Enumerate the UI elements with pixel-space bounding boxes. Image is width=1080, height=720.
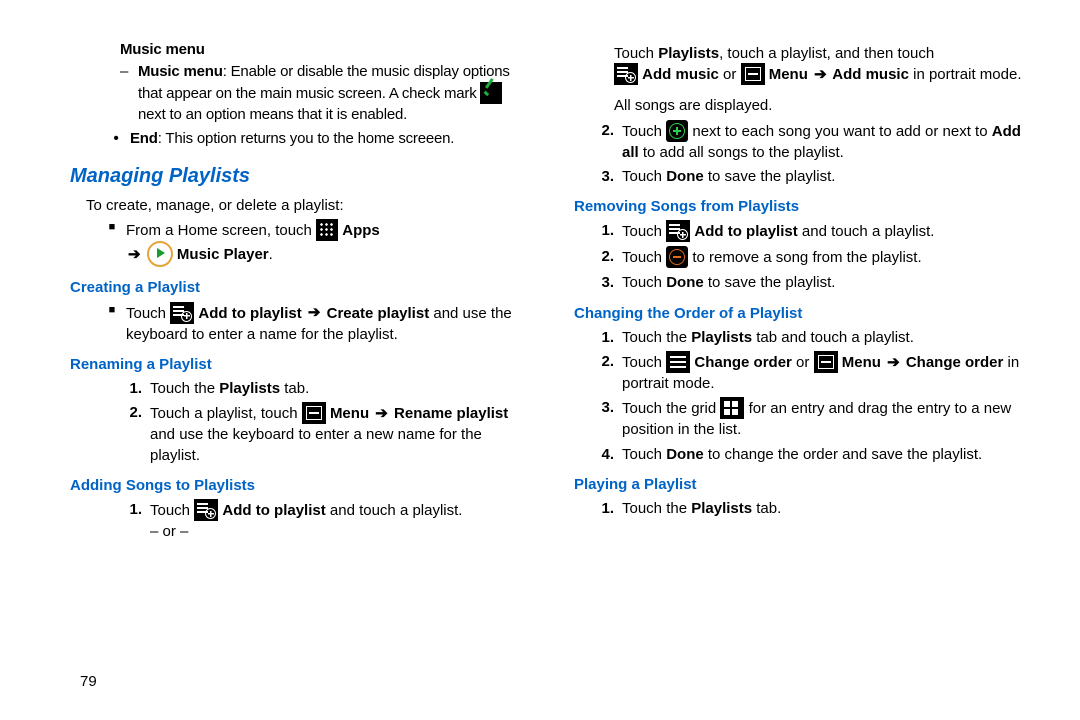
removing-songs-heading: Removing Songs from Playlists <box>574 197 1030 217</box>
music-player-icon <box>147 241 173 267</box>
managing-intro: To create, manage, or delete a playlist: <box>86 196 526 216</box>
music-menu-heading: Music menu <box>120 40 526 60</box>
renaming-step-2: 2. Touch a playlist, touch Menu ➔ Rename… <box>110 403 526 466</box>
adding-songs-heading: Adding Songs to Playlists <box>70 476 526 496</box>
adding-continued: Touch Playlists, touch a playlist, and t… <box>614 44 1030 86</box>
adding-step-3: 3. Touch Done to save the playlist. <box>582 167 1030 187</box>
menu-icon <box>741 63 765 85</box>
add-to-playlist-icon <box>614 63 638 85</box>
adding-step-2: 2. Touch next to each song you want to a… <box>582 121 1030 163</box>
managing-playlists-heading: Managing Playlists <box>70 163 526 190</box>
all-songs-displayed: All songs are displayed. <box>614 96 1030 116</box>
arrow-icon: ➔ <box>126 246 143 263</box>
circle-minus-icon <box>666 246 688 268</box>
renaming-playlist-heading: Renaming a Playlist <box>70 355 526 375</box>
changing-step-2: 2. Touch Change order or Menu ➔ Change o… <box>582 352 1030 394</box>
removing-step-3: 3. Touch Done to save the playlist. <box>582 273 1030 293</box>
creating-playlist-heading: Creating a Playlist <box>70 278 526 298</box>
end-lead: End <box>130 130 158 147</box>
checkmark-icon <box>480 82 502 104</box>
list-icon <box>666 351 690 373</box>
home-screen-step: ■ From a Home screen, touch Apps ➔ Music… <box>98 220 526 268</box>
music-menu-lead: Music menu <box>138 63 223 80</box>
end-item: • End: This option returns you to the ho… <box>102 129 526 149</box>
add-to-playlist-icon <box>666 220 690 242</box>
menu-icon <box>814 351 838 373</box>
creating-step: ■ Touch Add to playlist ➔ Create playlis… <box>98 303 526 345</box>
playing-playlist-heading: Playing a Playlist <box>574 475 1030 495</box>
apps-icon <box>316 219 338 241</box>
page-number: 79 <box>80 673 97 690</box>
add-to-playlist-icon <box>170 302 194 324</box>
playing-step-1: 1. Touch the Playlists tab. <box>582 499 1030 519</box>
removing-step-1: 1. Touch Add to playlist and touch a pla… <box>582 221 1030 243</box>
menu-icon <box>302 402 326 424</box>
music-menu-item: – Music menu: Enable or disable the musi… <box>120 62 526 125</box>
left-column: Music menu – Music menu: Enable or disab… <box>70 40 526 546</box>
renaming-step-1: 1. Touch the Playlists tab. <box>110 379 526 399</box>
add-to-playlist-icon <box>194 499 218 521</box>
circle-plus-icon <box>666 120 688 142</box>
changing-step-1: 1. Touch the Playlists tab and touch a p… <box>582 328 1030 348</box>
removing-step-2: 2. Touch to remove a song from the playl… <box>582 247 1030 269</box>
right-column: Touch Playlists, touch a playlist, and t… <box>574 40 1030 546</box>
grid-icon <box>720 397 744 419</box>
adding-step-1: 1. Touch Add to playlist and touch a pla… <box>110 500 526 542</box>
changing-step-4: 4. Touch Done to change the order and sa… <box>582 445 1030 465</box>
changing-step-3: 3. Touch the grid for an entry and drag … <box>582 398 1030 440</box>
changing-order-heading: Changing the Order of a Playlist <box>574 304 1030 324</box>
